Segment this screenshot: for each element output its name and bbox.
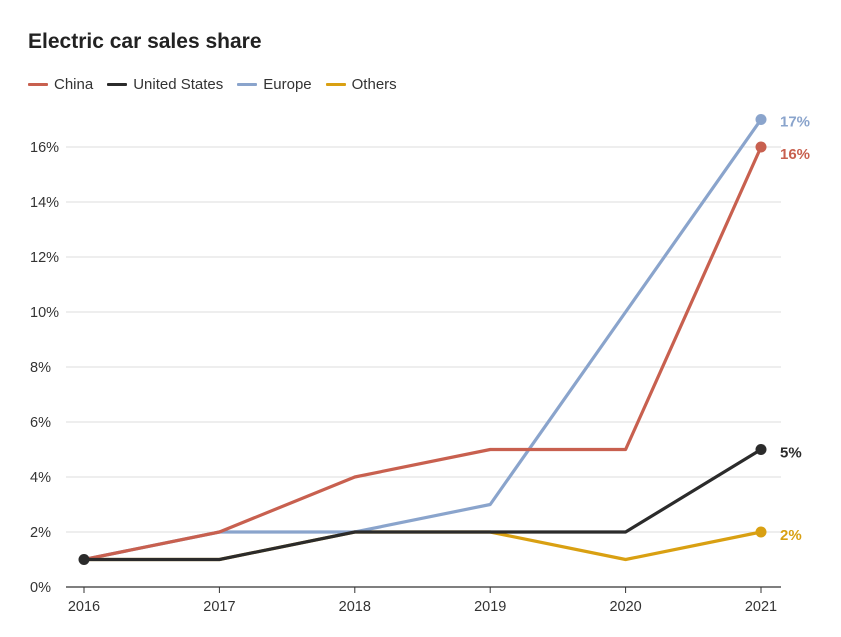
legend-item-europe: Europe (237, 76, 312, 93)
x-tick-label: 2017 (203, 599, 235, 615)
end-point-china (755, 141, 767, 153)
y-tick-label: 4% (30, 470, 51, 486)
legend-label-others: Others (351, 76, 397, 93)
y-tick-label: 12% (30, 250, 59, 266)
x-tick-label: 2016 (68, 599, 100, 615)
legend-swatch-china (28, 83, 48, 86)
legend-label-china: China (54, 76, 94, 93)
series-line-others (82, 530, 763, 562)
x-tick-label: 2021 (745, 599, 777, 615)
series-line-europe (82, 117, 763, 562)
legend-item-others: Others (325, 76, 397, 93)
y-tick-label: 14% (30, 195, 59, 211)
y-tick-label: 6% (30, 415, 51, 431)
end-label-europe: 17% (780, 114, 810, 131)
x-tick-label: 2020 (609, 599, 641, 615)
legend-swatch-united-states (107, 83, 128, 86)
y-tick-label: 0% (30, 580, 51, 596)
series-line-china (82, 145, 763, 562)
chart-title: Electric car sales share (28, 30, 262, 53)
y-tick-label: 8% (30, 360, 51, 376)
legend-item-united-states: United States (107, 76, 223, 93)
y-tick-label: 16% (30, 140, 59, 156)
x-tick-label: 2018 (339, 599, 371, 615)
y-tick-label: 10% (30, 305, 59, 321)
end-point-united-states (755, 444, 767, 455)
legend: China United States Europe Others (28, 76, 411, 93)
legend-swatch-others (325, 83, 346, 86)
legend-label-europe: Europe (263, 76, 312, 93)
end-point-europe (755, 114, 767, 125)
end-label-united-states: 5% (780, 445, 802, 462)
x-tick-label: 2019 (474, 599, 506, 615)
legend-label-united-states: United States (133, 76, 224, 93)
y-tick-label: 2% (30, 525, 51, 541)
legend-item-china: China (28, 76, 93, 93)
series-line-united-states (82, 447, 763, 562)
legend-swatch-europe (237, 83, 258, 86)
end-label-china: 16% (780, 146, 810, 163)
end-point-others (755, 526, 767, 538)
start-point (78, 554, 90, 565)
end-label-others: 2% (780, 527, 802, 544)
